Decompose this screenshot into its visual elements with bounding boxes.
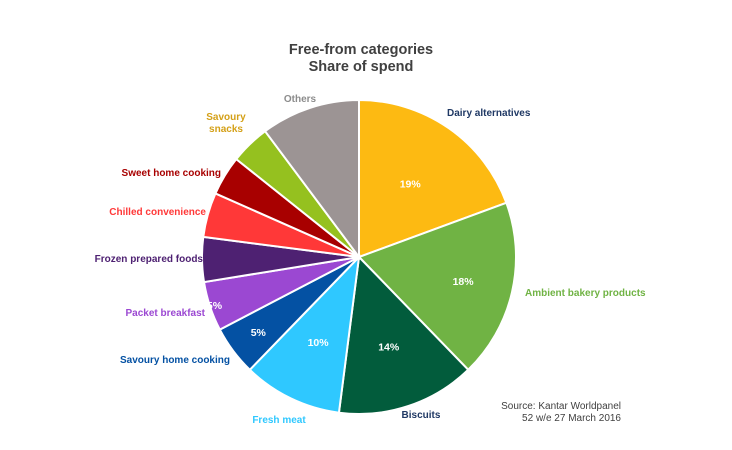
pie-category-label: Packet breakfast	[126, 308, 206, 319]
pie-data-label: 19%	[400, 179, 422, 191]
pie-category-label: Savoury snacks	[206, 112, 246, 135]
pie-category-label: Fresh meat	[252, 415, 306, 426]
pie-category-label: Biscuits	[402, 410, 441, 421]
pie-data-label: 5%	[251, 327, 267, 339]
pie-category-label: Sweet home cooking	[122, 168, 221, 179]
pie-category-label: Chilled convenience	[109, 207, 206, 218]
chart-title: Free-from categories	[289, 42, 433, 58]
pie-category-label: Others	[284, 94, 317, 105]
pie-data-label: 5%	[207, 300, 223, 312]
pie-slice	[358, 98, 508, 259]
pie-data-label: 10%	[308, 337, 330, 349]
pie-data-labels: 19% 18% 14% 10% 5% 5%	[207, 179, 474, 354]
source-line-1: Source: Kantar Worldpanel	[501, 401, 621, 412]
pie-category-label: Frozen prepared foods	[95, 254, 204, 265]
pie-category-label: Dairy alternatives	[447, 108, 531, 119]
pie-slice	[263, 98, 360, 261]
chart-subtitle: Share of spend	[309, 59, 414, 75]
pie-data-label: 14%	[378, 341, 400, 353]
pie-slice	[357, 201, 517, 372]
pie-slice	[337, 254, 470, 415]
pie-category-labels: Dairy alternatives Ambient bakery product…	[95, 94, 646, 426]
pie-category-label: Savoury home cooking	[120, 355, 230, 366]
source-line-2: 52 w/e 27 March 2016	[522, 413, 621, 424]
pie-slices	[201, 98, 517, 415]
pie-slice	[248, 254, 361, 414]
pie-category-label: Ambient bakery products	[525, 288, 646, 299]
pie-data-label: 18%	[453, 276, 475, 288]
